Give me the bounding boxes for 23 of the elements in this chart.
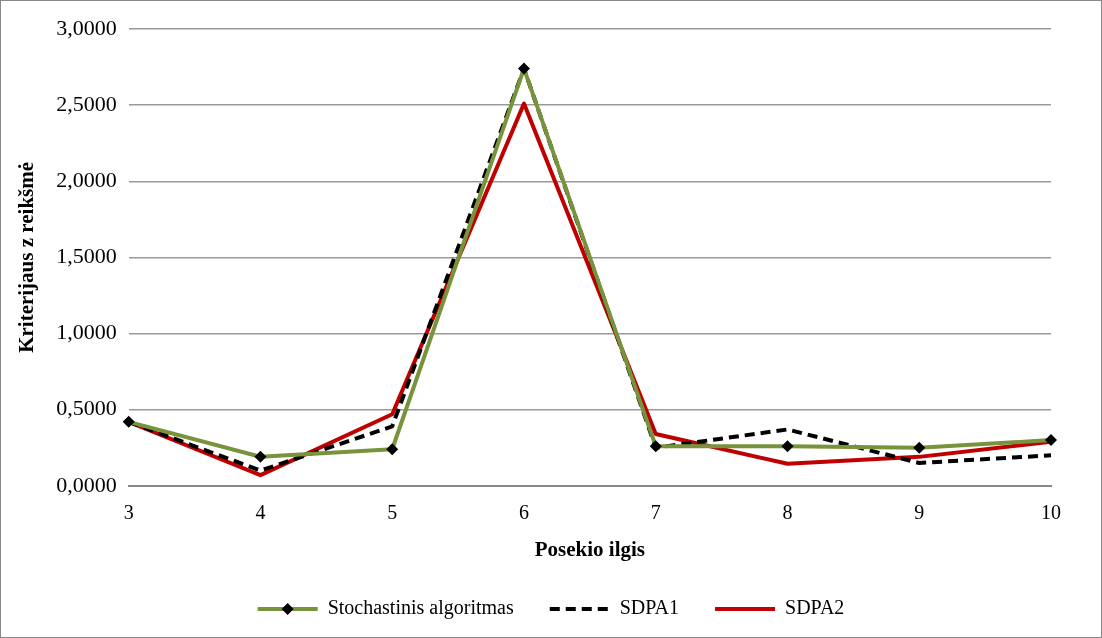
x-tick-label: 5 — [387, 501, 398, 524]
x-tick-label: 8 — [782, 501, 793, 524]
y-tick-label: 1,5000 — [56, 243, 117, 269]
x-tick-label: 6 — [518, 501, 529, 524]
point — [122, 415, 135, 428]
x-tick-label: 3 — [123, 501, 134, 524]
y-tick-label: 2,0000 — [56, 167, 117, 193]
x-tick-label: 10 — [1041, 501, 1061, 524]
legend-label: SDPA1 — [619, 596, 680, 619]
x-tick-label: 9 — [914, 501, 925, 524]
point — [649, 440, 662, 453]
y-tick-label: 3,0000 — [56, 14, 117, 40]
y-tick-label: 1,0000 — [56, 319, 117, 345]
y-axis-title: Kriterijaus z reikšmė — [14, 161, 39, 353]
legend-label: Stochastinis algoritmas — [327, 596, 514, 620]
y-tick-label: 2,5000 — [56, 90, 117, 116]
x-tick-label: 4 — [255, 501, 266, 524]
legend-label: SDPA2 — [785, 596, 845, 619]
y-tick-label: 0,5000 — [56, 395, 117, 421]
x-axis-title: Posekio ilgis — [534, 536, 645, 561]
point — [517, 62, 530, 75]
y-tick-label: 0,0000 — [56, 471, 117, 497]
x-tick-label: 7 — [650, 501, 661, 524]
